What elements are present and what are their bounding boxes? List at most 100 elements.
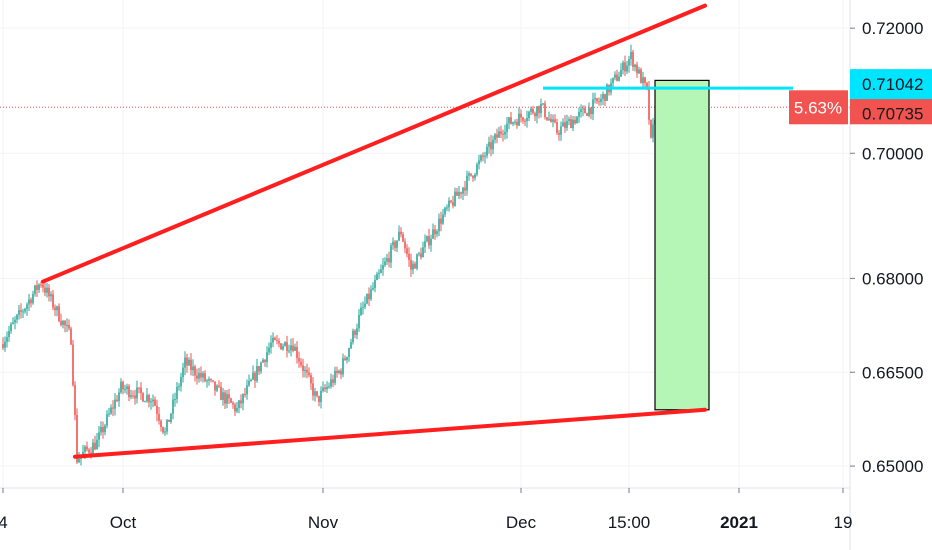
- candle-body: [140, 387, 142, 394]
- candle-body: [114, 399, 116, 409]
- candle-body: [220, 386, 222, 401]
- candle-body: [450, 200, 452, 203]
- candle-body: [82, 451, 84, 456]
- candle-body: [28, 299, 30, 305]
- candle-body: [52, 294, 54, 308]
- candle-body: [16, 314, 18, 320]
- price-tick-label: 0.66500: [862, 363, 923, 382]
- candle-body: [382, 265, 384, 270]
- candle-body: [574, 119, 576, 124]
- candle-body: [182, 367, 184, 378]
- candle-body: [10, 324, 12, 331]
- chart-drawings: 5.63%: [0, 3, 850, 459]
- candle-body: [104, 425, 106, 433]
- candle-body: [116, 399, 118, 402]
- candle-body: [288, 350, 290, 352]
- candle-body: [546, 117, 548, 120]
- candle-body: [214, 381, 216, 391]
- candle-body: [124, 388, 126, 390]
- candle-body: [416, 254, 418, 269]
- candle-body: [554, 119, 556, 123]
- candle-body: [434, 229, 436, 235]
- candle-body: [248, 380, 250, 386]
- candle-body: [320, 390, 322, 402]
- candle-body: [62, 321, 64, 325]
- candle-body: [8, 330, 10, 338]
- candle-body: [128, 386, 130, 398]
- candle-body: [364, 303, 366, 308]
- candle-body: [380, 269, 382, 273]
- candle-body: [412, 263, 414, 270]
- candle-body: [44, 287, 46, 293]
- candle-body: [210, 379, 212, 381]
- candle-body: [294, 346, 296, 351]
- cyan-level-label-bg: [850, 69, 932, 100]
- candle-body: [442, 214, 444, 224]
- candle-body: [374, 280, 376, 288]
- candle-body: [490, 142, 492, 150]
- candle-body: [2, 344, 4, 348]
- percent-badge-text: 5.63%: [794, 98, 842, 117]
- candle-body: [316, 391, 318, 396]
- candle-body: [314, 391, 316, 396]
- candle-body: [388, 258, 390, 263]
- candle-body: [122, 381, 124, 390]
- candle-body: [240, 400, 242, 404]
- candle-body: [42, 284, 44, 288]
- candle-body: [238, 400, 240, 409]
- candle-body: [204, 373, 206, 381]
- candle-body: [148, 395, 150, 403]
- candle-body: [494, 134, 496, 140]
- candle-body: [520, 113, 522, 118]
- candle-body: [202, 373, 204, 378]
- candle-body: [472, 175, 474, 178]
- candle-body: [90, 452, 92, 454]
- candle-body: [626, 65, 628, 72]
- candle-body: [640, 69, 642, 84]
- candle-body: [464, 187, 466, 191]
- candle-body: [652, 124, 654, 138]
- candle-body: [406, 248, 408, 254]
- candle-body: [130, 395, 132, 398]
- candle-body: [418, 253, 420, 255]
- candle-body: [376, 274, 378, 281]
- candle-body: [354, 330, 356, 335]
- candle-body: [58, 306, 60, 322]
- candle-body: [422, 247, 424, 258]
- candle-body: [224, 392, 226, 404]
- candle-body: [556, 122, 558, 133]
- candle-body: [440, 218, 442, 224]
- candle-body: [634, 64, 636, 67]
- candle-body: [158, 413, 160, 421]
- candle-body: [96, 439, 98, 450]
- candle-body: [290, 345, 292, 351]
- candle-body: [492, 139, 494, 150]
- candle-body: [292, 345, 294, 351]
- candle-body: [196, 375, 198, 379]
- candle-body: [254, 372, 256, 381]
- candle-body: [264, 359, 266, 362]
- candle-body: [488, 142, 490, 147]
- candle-body: [244, 394, 246, 396]
- candle-body: [560, 126, 562, 135]
- candle-body: [30, 299, 32, 304]
- candle-body: [622, 62, 624, 71]
- candle-body: [498, 131, 500, 138]
- candle-body: [596, 98, 598, 102]
- candle-body: [274, 337, 276, 340]
- candle-body: [536, 106, 538, 117]
- candle-body: [126, 386, 128, 389]
- candle-body: [304, 369, 306, 371]
- candle-body: [396, 240, 398, 248]
- candle-body: [480, 155, 482, 161]
- candle-body: [358, 314, 360, 329]
- candle-body: [150, 401, 152, 403]
- candle-body: [576, 116, 578, 124]
- candle-body: [242, 394, 244, 404]
- candle-body: [592, 99, 594, 115]
- candle-body: [136, 387, 138, 399]
- candle-body: [78, 458, 80, 463]
- candle-body: [650, 119, 652, 138]
- candle-body: [530, 108, 532, 112]
